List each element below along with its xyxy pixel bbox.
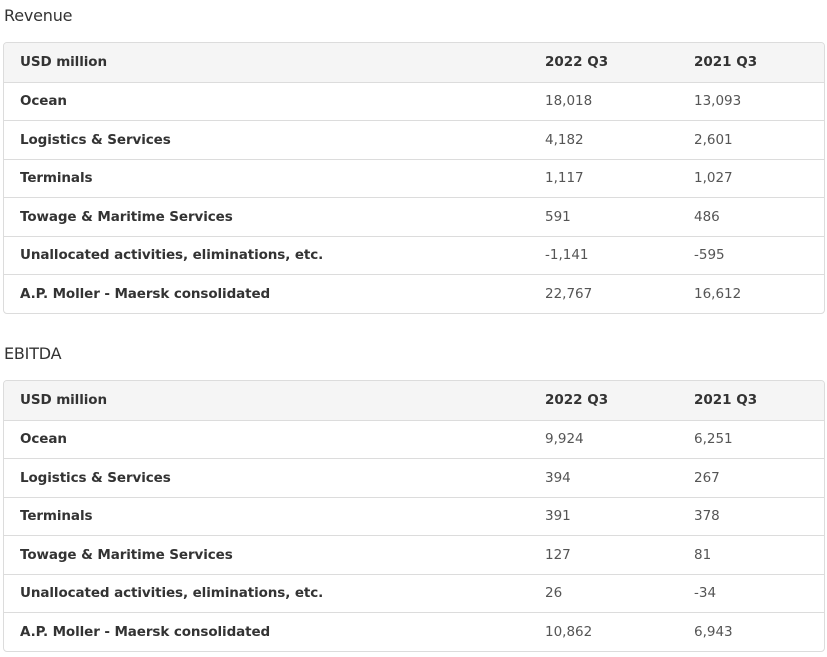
table-row: A.P. Moller - Maersk consolidated 22,767… [4,274,824,313]
row-label: Ocean [20,93,67,110]
row-value-2022-q3: 391 [545,508,571,525]
row-value-2021-q3: 6,943 [694,623,733,640]
row-value-2022-q3: 591 [545,208,571,225]
header-col-2022-q3: 2022 Q3 [545,54,609,71]
row-value-2022-q3: 394 [545,469,571,486]
row-label: Logistics & Services [20,469,171,486]
revenue-table: USD million 2022 Q3 2021 Q3 Ocean 18,018… [3,42,825,314]
row-value-2022-q3: 4,182 [545,131,584,148]
row-value-2021-q3: 16,612 [694,285,742,302]
table-row: Unallocated activities, eliminations, et… [4,235,824,275]
row-label: Unallocated activities, eliminations, et… [20,247,324,264]
table-row: Logistics & Services 394 267 [4,458,824,497]
table-row: Towage & Maritime Services 127 81 [4,535,824,574]
row-label: A.P. Moller - Maersk consolidated [20,285,271,302]
row-label: A.P. Moller - Maersk consolidated [20,623,271,640]
table-row: Terminals 1,117 1,027 [4,158,824,198]
row-value-2022-q3: 22,767 [545,285,593,302]
row-value-2022-q3: 18,018 [545,93,593,110]
row-value-2022-q3: 10,862 [545,623,593,640]
row-label: Unallocated activities, eliminations, et… [20,585,324,602]
table-row: Logistics & Services 4,182 2,601 [4,120,824,159]
table-header-row: USD million 2022 Q3 2021 Q3 [4,381,824,420]
revenue-title: Revenue [4,6,73,25]
row-value-2022-q3: 26 [545,585,563,602]
table-row: Terminals 391 378 [4,496,824,536]
row-value-2022-q3: 9,924 [545,431,584,448]
header-label: USD million [20,54,107,71]
row-value-2021-q3: 2,601 [694,131,733,148]
row-label: Logistics & Services [20,131,171,148]
row-value-2021-q3: 486 [694,208,720,225]
row-label: Ocean [20,431,67,448]
header-col-2021-q3: 2021 Q3 [694,392,758,409]
ebitda-title: EBITDA [4,344,62,363]
row-value-2021-q3: 267 [694,469,720,486]
row-value-2021-q3: -34 [694,585,717,602]
table-row: Ocean 18,018 13,093 [4,81,824,121]
row-label: Terminals [20,170,93,187]
header-col-2022-q3: 2022 Q3 [545,392,609,409]
table-row: Ocean 9,924 6,251 [4,419,824,459]
table-row: A.P. Moller - Maersk consolidated 10,862… [4,612,824,651]
row-value-2022-q3: 127 [545,546,571,563]
ebitda-table: USD million 2022 Q3 2021 Q3 Ocean 9,924 … [3,380,825,652]
header-label: USD million [20,392,107,409]
row-value-2022-q3: 1,117 [545,170,584,187]
row-value-2021-q3: 378 [694,508,720,525]
row-value-2021-q3: -595 [694,247,725,264]
row-value-2021-q3: 1,027 [694,170,733,187]
row-label: Towage & Maritime Services [20,546,233,563]
table-header-row: USD million 2022 Q3 2021 Q3 [4,43,824,82]
row-value-2022-q3: -1,141 [545,247,589,264]
row-value-2021-q3: 6,251 [694,431,733,448]
row-label: Towage & Maritime Services [20,208,233,225]
table-row: Towage & Maritime Services 591 486 [4,197,824,236]
header-col-2021-q3: 2021 Q3 [694,54,758,71]
table-row: Unallocated activities, eliminations, et… [4,573,824,613]
row-value-2021-q3: 81 [694,546,712,563]
row-value-2021-q3: 13,093 [694,93,742,110]
row-label: Terminals [20,508,93,525]
